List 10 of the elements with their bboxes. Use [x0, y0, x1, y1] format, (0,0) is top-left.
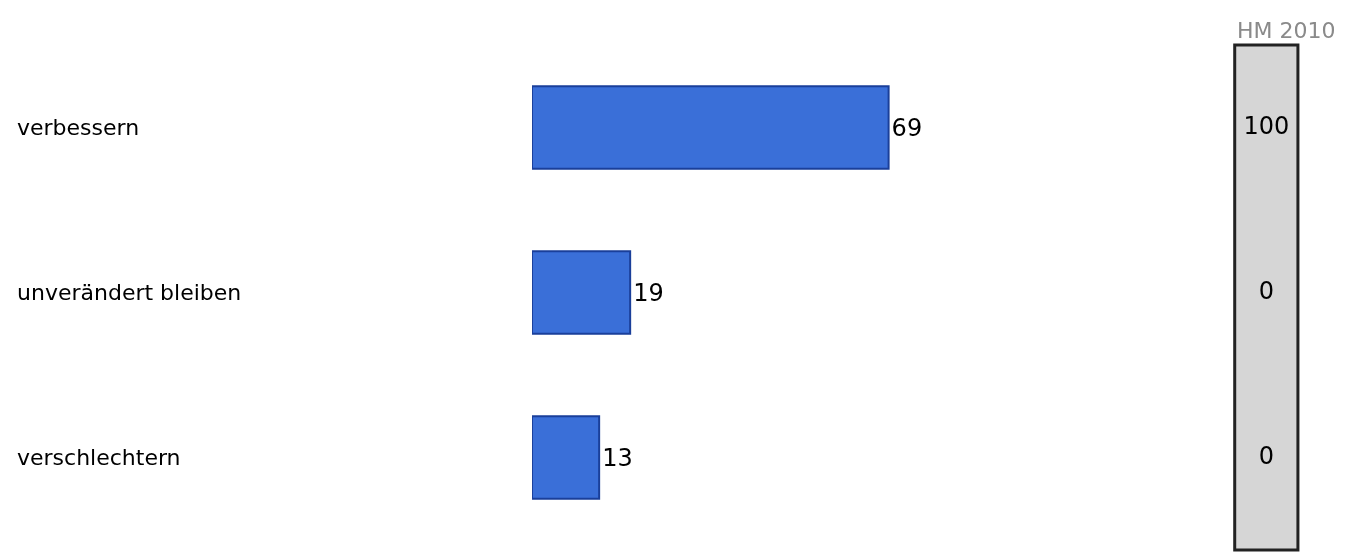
- y-tick-label: unverändert bleiben: [17, 280, 242, 305]
- data-label: 0: [1258, 441, 1274, 470]
- data-label: 0: [1258, 276, 1274, 305]
- text: HM 2010: [1237, 18, 1336, 43]
- data-label: 19: [633, 278, 664, 307]
- y-tick-label: verschlechtern: [17, 445, 181, 470]
- data-label: 100: [1243, 111, 1290, 140]
- data-label: 69: [891, 113, 923, 142]
- y-tick-label: verbessern: [17, 115, 140, 140]
- data-label: 13: [602, 443, 633, 472]
